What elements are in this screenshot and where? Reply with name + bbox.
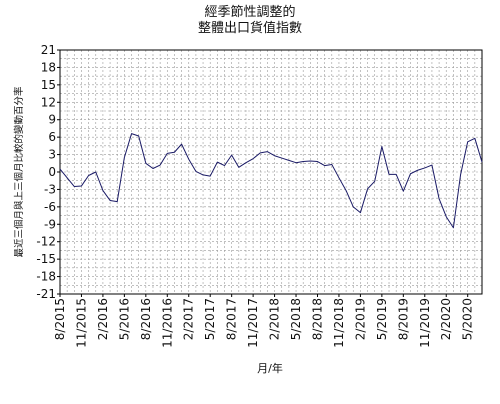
y-tick-label: 0: [48, 165, 56, 179]
y-axis-label-group: 最近三個月與上三個月比較的變動百分率: [13, 86, 25, 258]
plot-frame: [59, 49, 483, 295]
x-tick-label: 8/2017: [225, 298, 239, 340]
x-tick-label: 8/2015: [53, 298, 67, 340]
series: [59, 133, 483, 229]
x-tick-label: 5/2017: [203, 298, 217, 340]
y-tick-label: 18: [41, 60, 56, 74]
grid: [59, 49, 483, 295]
x-tick-label: 11/2017: [246, 298, 260, 348]
x-tick-label: 5/2019: [375, 298, 389, 340]
y-tick-label: 15: [41, 78, 56, 92]
y-tick-label: -15: [36, 252, 56, 266]
x-tick-label: 11/2015: [74, 298, 88, 348]
y-tick-label: -18: [36, 270, 56, 284]
y-tick-label: 21: [41, 43, 56, 57]
y-tick-label: -21: [36, 287, 56, 301]
y-tick-label: -12: [36, 235, 56, 249]
y-tick-label: 12: [41, 95, 56, 109]
x-tick-label: 5/2016: [117, 298, 131, 340]
y-axis-label: 最近三個月與上三個月比較的變動百分率: [13, 86, 25, 258]
y-tick-label: 3: [48, 148, 56, 162]
x-tick-label: 2/2017: [182, 298, 196, 340]
x-tick-label: 2/2016: [96, 298, 110, 340]
y-tick-label: -6: [44, 200, 56, 214]
x-tick-label: 2/2018: [268, 298, 282, 340]
y-tick-label: -9: [44, 217, 56, 231]
x-tick-label: 2/2020: [439, 298, 453, 340]
x-tick-label: 11/2019: [418, 298, 432, 348]
y-tick-label: 9: [48, 113, 56, 127]
chart-title-line-2: 整體出口貨值指數: [197, 21, 302, 36]
x-axis-label: 月/年: [257, 361, 283, 375]
x-tick-label: 8/2018: [310, 298, 324, 340]
x-tick-label: 8/2016: [139, 298, 153, 340]
y-tick-label: -3: [44, 182, 56, 196]
x-tick-label: 11/2018: [332, 298, 346, 348]
y-axis-ticks: -21 -18 -15 -12 -9 -6 -3 0 3 6 9 12 15 18 21: [36, 43, 60, 301]
x-axis-ticks: 8/2015 11/2015 2/2016 5/2016 8/2016 11/2016 2/…: [53, 294, 475, 348]
x-tick-label: 5/2020: [461, 298, 475, 340]
x-tick-label: 11/2016: [160, 298, 174, 348]
y-tick-label: 6: [48, 130, 56, 144]
chart-title-line-1: 經季節性調整的: [204, 5, 296, 20]
x-tick-label: 2/2019: [353, 298, 367, 340]
x-tick-label: 8/2019: [396, 298, 410, 340]
series-line: [59, 133, 483, 229]
x-tick-label: 5/2018: [289, 298, 303, 340]
